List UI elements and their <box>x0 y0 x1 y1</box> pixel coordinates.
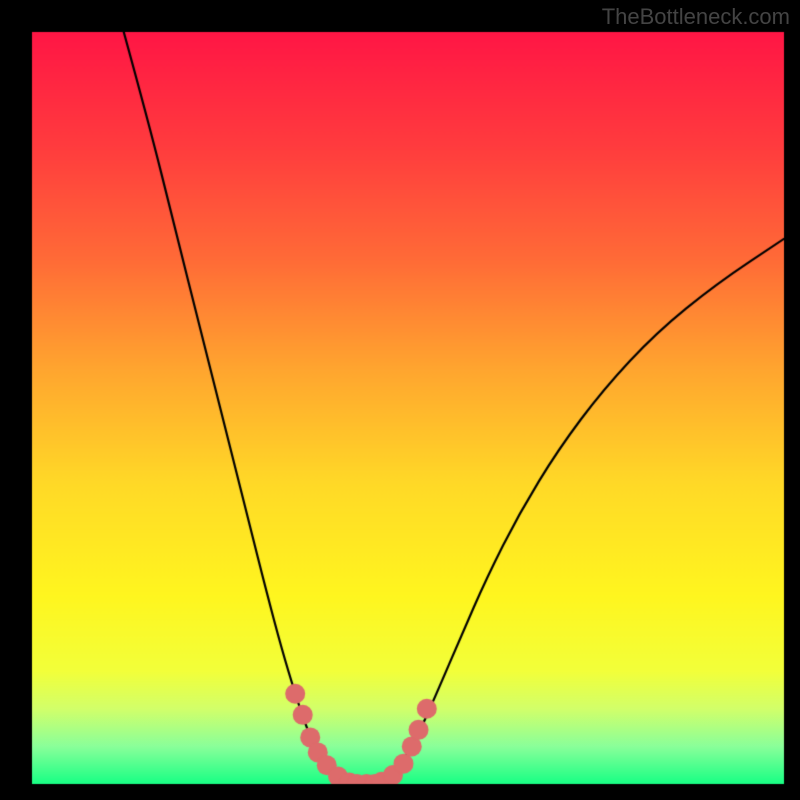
bottleneck-chart-canvas <box>0 0 800 800</box>
chart-container: TheBottleneck.com <box>0 0 800 800</box>
watermark-text: TheBottleneck.com <box>602 4 790 30</box>
